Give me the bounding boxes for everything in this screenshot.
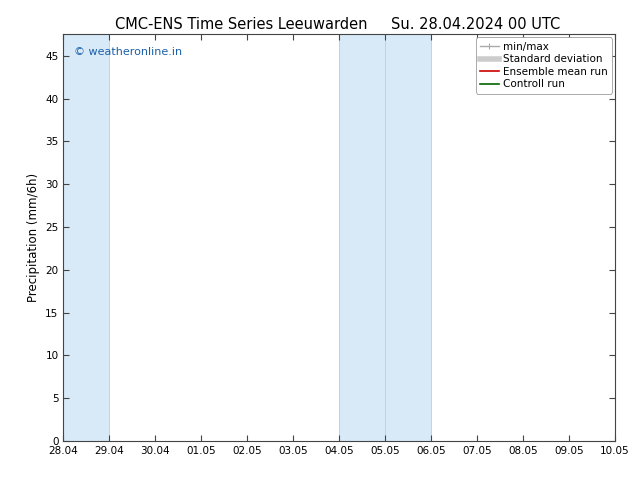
Text: Su. 28.04.2024 00 UTC: Su. 28.04.2024 00 UTC: [391, 17, 560, 32]
Legend: min/max, Standard deviation, Ensemble mean run, Controll run: min/max, Standard deviation, Ensemble me…: [476, 37, 612, 94]
Text: © weatheronline.in: © weatheronline.in: [74, 47, 183, 56]
Bar: [63, 34, 110, 441]
Y-axis label: Precipitation (mm/6h): Precipitation (mm/6h): [27, 173, 40, 302]
Bar: [339, 34, 385, 441]
Bar: [385, 34, 431, 441]
Text: CMC-ENS Time Series Leeuwarden: CMC-ENS Time Series Leeuwarden: [115, 17, 367, 32]
